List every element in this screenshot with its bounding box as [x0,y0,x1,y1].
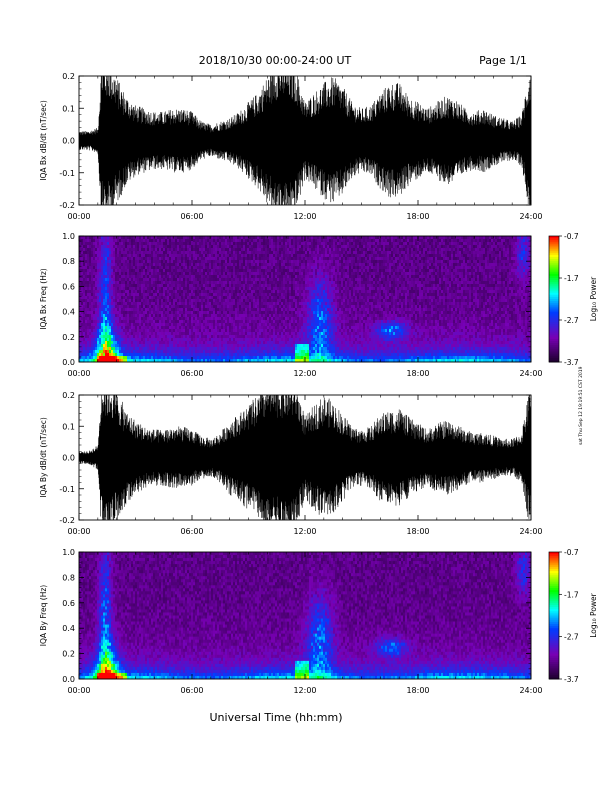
panel-bx-dbdt: 00:00 06:00 12:00 18:00 24:00 0.2 0.1 0.0 -0.1 -0… [39,61,543,221]
x-tick-label: 00:00 [67,212,90,221]
y-axis-label: IQA Bx dB/dt (nT/sec) [39,100,48,181]
y-tick-label: 0.0 [62,137,75,146]
figure-title: 2018/10/30 00:00-24:00 UT [199,54,352,67]
waveform-series [79,61,531,220]
x-tick-label: 24:00 [519,212,542,221]
x-axis-label: Universal Time (hh:mm) [210,711,343,724]
y-tick-label: -0.2 [59,201,75,210]
side-note: sat Thu Sep 12 19:19:51 CST 2019 [578,366,584,445]
y-tick-label: -0.1 [59,169,75,178]
x-tick-label: 12:00 [293,212,316,221]
y-tick-label: 0.2 [62,72,75,81]
page-number: Page 1/1 [479,54,527,67]
panels: 00:00 06:00 12:00 18:00 24:00 0.2 0.1 0.0 -0.1 -0… [39,61,598,695]
x-tick-label: 18:00 [406,212,429,221]
y-tick-label: 0.1 [62,104,75,113]
x-tick-label: 06:00 [180,212,203,221]
